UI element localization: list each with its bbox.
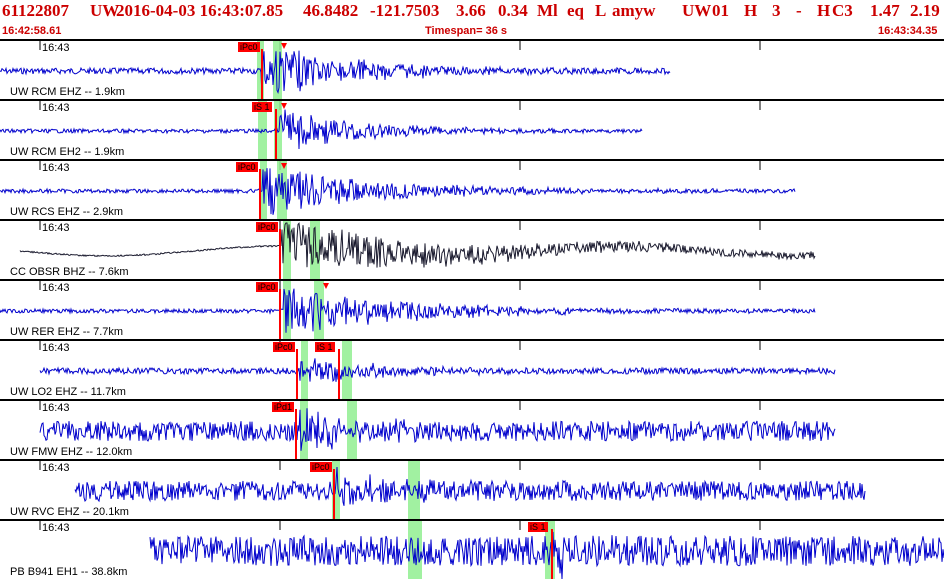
trace-time-label: 16:43 [42, 282, 70, 294]
event-longitude: -121.7503 [370, 1, 440, 20]
trace-row[interactable]: 16:43 iPc0 UW RVC EHZ -- 20.1km [0, 459, 944, 519]
event-depth: 3.66 [456, 1, 486, 20]
event-author: amyw [612, 1, 656, 20]
phase-pick-label[interactable]: iPc0 [256, 282, 278, 292]
trace-time-label: 16:43 [42, 42, 70, 54]
pick-marker [281, 103, 287, 109]
trace-time-label: 16:43 [42, 222, 70, 234]
pick-window [332, 461, 340, 519]
header-value-1: 1.47 [870, 1, 900, 20]
trace-row[interactable]: 16:43 iPc0 CC OBSR BHZ -- 7.6km [0, 219, 944, 279]
trace-panel[interactable]: 16:43 iPc0 UW RCM EHZ -- 1.9km 16:43 iS 1 UW … [0, 39, 944, 580]
pick-marker [323, 283, 329, 289]
station-channel-label: UW RVC EHZ -- 20.1km [10, 506, 129, 518]
phase-pick-label[interactable]: iPc0 [238, 42, 260, 52]
pick-window [314, 281, 324, 339]
pick-marker [281, 43, 287, 49]
event-version: 01 [712, 1, 729, 20]
trace-row[interactable]: 16:43 iPc0 iS 1 UW LO2 EHZ -- 11.7km [0, 339, 944, 399]
event-subsource: C3 [832, 1, 853, 20]
event-magnitude: 0.34 [498, 1, 528, 20]
trace-row[interactable]: 16:43 iS 1 UW RCM EH2 -- 1.9km [0, 99, 944, 159]
trace-time-label: 16:43 [42, 462, 70, 474]
waveform-plot [0, 41, 761, 99]
event-id: 61122807 [2, 1, 70, 20]
pick-window [283, 221, 291, 279]
start-time: 16:42:58.61 [2, 25, 62, 37]
seismogram-waveform [149, 531, 944, 579]
trace-time-label: 16:43 [42, 162, 70, 174]
trace-time-label: 16:43 [42, 342, 70, 354]
seismogram-waveform [0, 50, 671, 98]
station-channel-label: PB B941 EH1 -- 38.8km [10, 566, 128, 578]
pick-window [274, 101, 282, 159]
seismogram-waveform [74, 466, 866, 506]
event-quality: H [744, 1, 758, 20]
pick-window [300, 401, 308, 459]
waveform-plot [39, 401, 836, 459]
seismogram-waveform [0, 109, 643, 150]
time-range-bar: 16:42:58.61 Timespan= 36 s 16:43:34.35 [0, 24, 944, 38]
trace-time-label: 16:43 [42, 522, 70, 534]
seismogram-waveform [39, 358, 836, 383]
phase-count: 3 [772, 1, 781, 20]
pick-marker [281, 163, 287, 169]
end-time: 16:43:34.35 [878, 25, 938, 37]
phase-pick-label[interactable]: iPc0 [273, 342, 295, 352]
station-channel-label: UW RCS EHZ -- 2.9km [10, 206, 124, 218]
station-channel-label: UW RER EHZ -- 7.7km [10, 326, 124, 338]
phase-pick-label[interactable]: iPc0 [310, 462, 332, 472]
waveform-plot [39, 341, 836, 399]
trace-time-label: 16:43 [42, 102, 70, 114]
trace-row[interactable]: 16:43 iS 1 PB B941 EH1 -- 38.8km [0, 519, 944, 579]
waveform-plot [0, 161, 796, 219]
event-type: eq [567, 1, 584, 20]
header-value-2: 2.19 [910, 1, 940, 20]
waveform-plot [39, 461, 866, 519]
trace-row[interactable]: 16:43 iPc0 UW RCM EHZ -- 1.9km [0, 39, 944, 99]
magnitude-type: Ml [537, 1, 558, 20]
station-channel-label: UW RCM EH2 -- 1.9km [10, 146, 125, 158]
phase-pick-label[interactable]: iS 1 [528, 522, 548, 532]
event-network: UW [90, 1, 120, 20]
station-channel-label: UW LO2 EHZ -- 11.7km [10, 386, 126, 398]
trace-row[interactable]: 16:43 iPd1 UW FMW EHZ -- 12.0km [0, 399, 944, 459]
trace-row[interactable]: 16:43 iPc0 UW RER EHZ -- 7.7km [0, 279, 944, 339]
phase-pick-label[interactable]: iPc0 [256, 222, 278, 232]
seismogram-waveform [0, 288, 816, 333]
rms-flag: H [817, 1, 831, 20]
phase-pick-label[interactable]: iPd1 [272, 402, 295, 412]
phase-pick-label[interactable]: iS 1 [252, 102, 272, 112]
timespan: Timespan= 36 s [425, 25, 508, 37]
header-dash: - [796, 1, 802, 20]
seismogram-waveform [39, 408, 836, 451]
pick-window [342, 341, 352, 399]
waveform-plot [0, 281, 816, 339]
waveform-plot [39, 521, 944, 579]
pick-window [277, 161, 287, 219]
trace-time-label: 16:43 [42, 402, 70, 414]
trace-row[interactable]: 16:43 iPc0 UW RCS EHZ -- 2.9km [0, 159, 944, 219]
seismogram-waveform [0, 168, 796, 215]
pick-window [310, 221, 320, 279]
phase-pick-label[interactable]: iS 1 [315, 342, 335, 352]
station-channel-label: UW RCM EHZ -- 1.9km [10, 86, 125, 98]
origin-time: 2016-04-03 16:43:07.85 [116, 1, 284, 20]
event-header: 61122807 UW 2016-04-03 16:43:07.85 46.84… [0, 0, 944, 40]
seismogram-waveform [19, 222, 816, 268]
location-flag: L [595, 1, 607, 20]
event-source: UW [682, 1, 712, 20]
waveform-plot [0, 101, 761, 159]
event-latitude: 46.8482 [303, 1, 359, 20]
pick-window [273, 41, 282, 99]
pick-window [301, 341, 308, 399]
waveform-plot [19, 221, 816, 279]
station-channel-label: CC OBSR BHZ -- 7.6km [10, 266, 129, 278]
station-channel-label: UW FMW EHZ -- 12.0km [10, 446, 133, 458]
phase-pick-label[interactable]: iPc0 [236, 162, 258, 172]
